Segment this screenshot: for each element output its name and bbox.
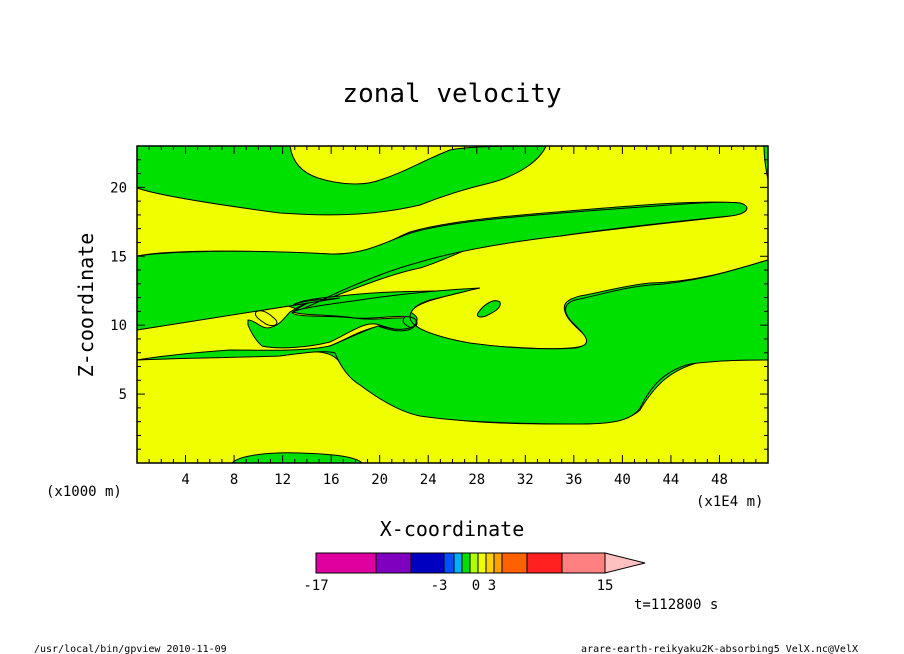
x-axis-label: X-coordinate xyxy=(380,517,525,541)
colorbar-segment xyxy=(477,552,487,574)
x-tick-label: 16 xyxy=(323,472,340,488)
colorbar-segment xyxy=(561,552,606,574)
y-axis-ticks: 5 10 15 20 xyxy=(110,159,768,450)
x-tick-label: 28 xyxy=(468,472,485,488)
colorbar-label: 15 xyxy=(597,578,614,594)
colorbar-segment xyxy=(469,552,479,574)
chart-title: zonal velocity xyxy=(342,79,561,109)
x-unit-note: (x1E4 m) xyxy=(696,494,763,510)
colorbar-segment xyxy=(526,552,563,574)
x-tick-label: 24 xyxy=(420,472,437,488)
contour-region-top xyxy=(136,145,547,216)
y-tick-label: 5 xyxy=(119,387,127,403)
x-tick-label: 4 xyxy=(181,472,189,488)
x-tick-label: 40 xyxy=(614,472,631,488)
colorbar-segment xyxy=(453,552,463,574)
contour-island-left xyxy=(254,310,278,327)
y-tick-label: 10 xyxy=(110,318,127,334)
x-tick-label: 32 xyxy=(517,472,534,488)
colorbar-segment xyxy=(315,552,377,574)
colorbar xyxy=(315,552,646,574)
x-tick-label: 8 xyxy=(230,472,238,488)
colorbar-label: -3 xyxy=(431,578,448,594)
y-unit-note: (x1000 m) xyxy=(46,484,122,500)
colorbar-labels: -17 -3 0 3 15 xyxy=(303,578,613,594)
colorbar-label: 3 xyxy=(488,578,496,594)
colorbar-segment xyxy=(501,552,528,574)
y-axis-label: Z-coordinate xyxy=(74,233,98,378)
contour-region-lower xyxy=(136,259,769,425)
x-tick-label: 12 xyxy=(274,472,291,488)
colorbar-label: 0 xyxy=(472,578,480,594)
y-tick-label: 20 xyxy=(110,180,127,196)
x-tick-label: 44 xyxy=(662,472,679,488)
x-axis-ticks: 4 8 12 16 20 24 28 32 36 40 44 48 xyxy=(148,146,757,488)
colorbar-segment xyxy=(443,552,455,574)
colorbar-label: -17 xyxy=(303,578,328,594)
y-tick-label: 15 xyxy=(110,249,127,265)
x-tick-label: 36 xyxy=(565,472,582,488)
colorbar-segment xyxy=(461,552,471,574)
plot-area xyxy=(136,145,769,464)
x-tick-label: 20 xyxy=(371,472,388,488)
footer-left: /usr/local/bin/gpview 2010-11-09 xyxy=(34,644,227,654)
colorbar-segment xyxy=(493,552,503,574)
colorbar-extension xyxy=(604,552,646,574)
time-label: t=112800 s xyxy=(634,597,718,613)
x-tick-label: 48 xyxy=(711,472,728,488)
colorbar-segment xyxy=(410,552,445,574)
contour-island-middle xyxy=(477,300,501,318)
colorbar-segment xyxy=(485,552,495,574)
footer-right: arare-earth-reikyaku2K-absorbing5_VelX.n… xyxy=(581,644,858,654)
colorbar-segment xyxy=(375,552,412,574)
